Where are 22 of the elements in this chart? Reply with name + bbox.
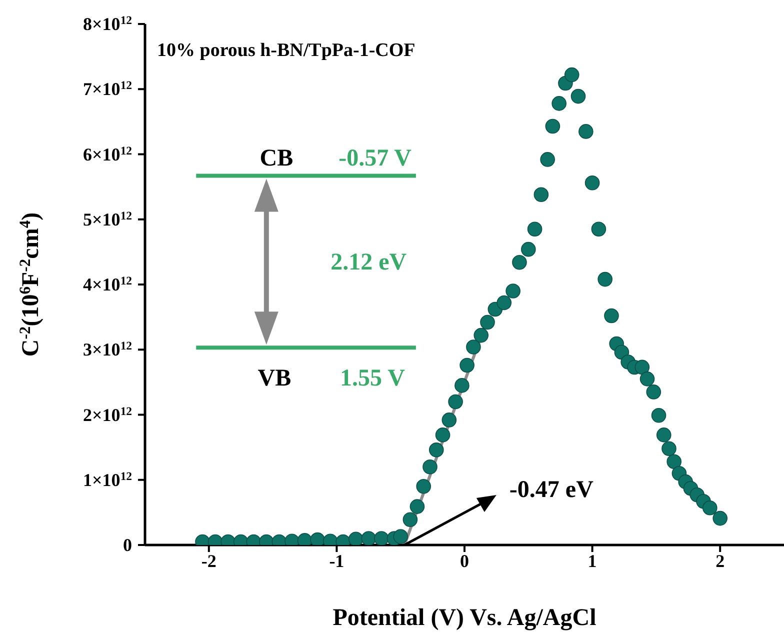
y-tick-label: 1×10$^{12}$	[83, 469, 132, 490]
x-tick-label: 1	[588, 550, 597, 571]
y-tick-label: 8×10$^{12}$	[83, 14, 132, 34]
annotation: CB	[260, 146, 294, 172]
x-axis-title: Potential (V) Vs. Ag/AgCl	[332, 605, 597, 631]
annotation: 1.55 V	[340, 366, 406, 392]
annotation: -0.47 eV	[509, 477, 594, 503]
y-tick-label: 2×10$^{12}$	[83, 404, 132, 425]
annotation: 2.12 eV	[330, 250, 408, 276]
x-tick-label: -1	[329, 550, 344, 571]
y-tick-label: 3×10$^{12}$	[83, 339, 132, 360]
text: 10% porous h-BN/TpPa-1-COF	[157, 40, 416, 61]
y-tick-label: 7×10$^{12}$	[83, 78, 132, 100]
y-tick-label: 4×10$^{12}$	[83, 274, 132, 294]
annotation: -0.57 V	[338, 146, 412, 172]
y-tick-label: 0	[123, 535, 132, 555]
x-tick-label: -2	[201, 550, 216, 571]
x-tick-label: 2	[716, 550, 725, 571]
x-tick-label: 0	[460, 550, 469, 571]
y-tick-label: 6×10$^{12}$	[83, 144, 132, 164]
annotation: VB	[258, 366, 292, 392]
y-tick-label: 5×10$^{12}$	[83, 208, 132, 230]
